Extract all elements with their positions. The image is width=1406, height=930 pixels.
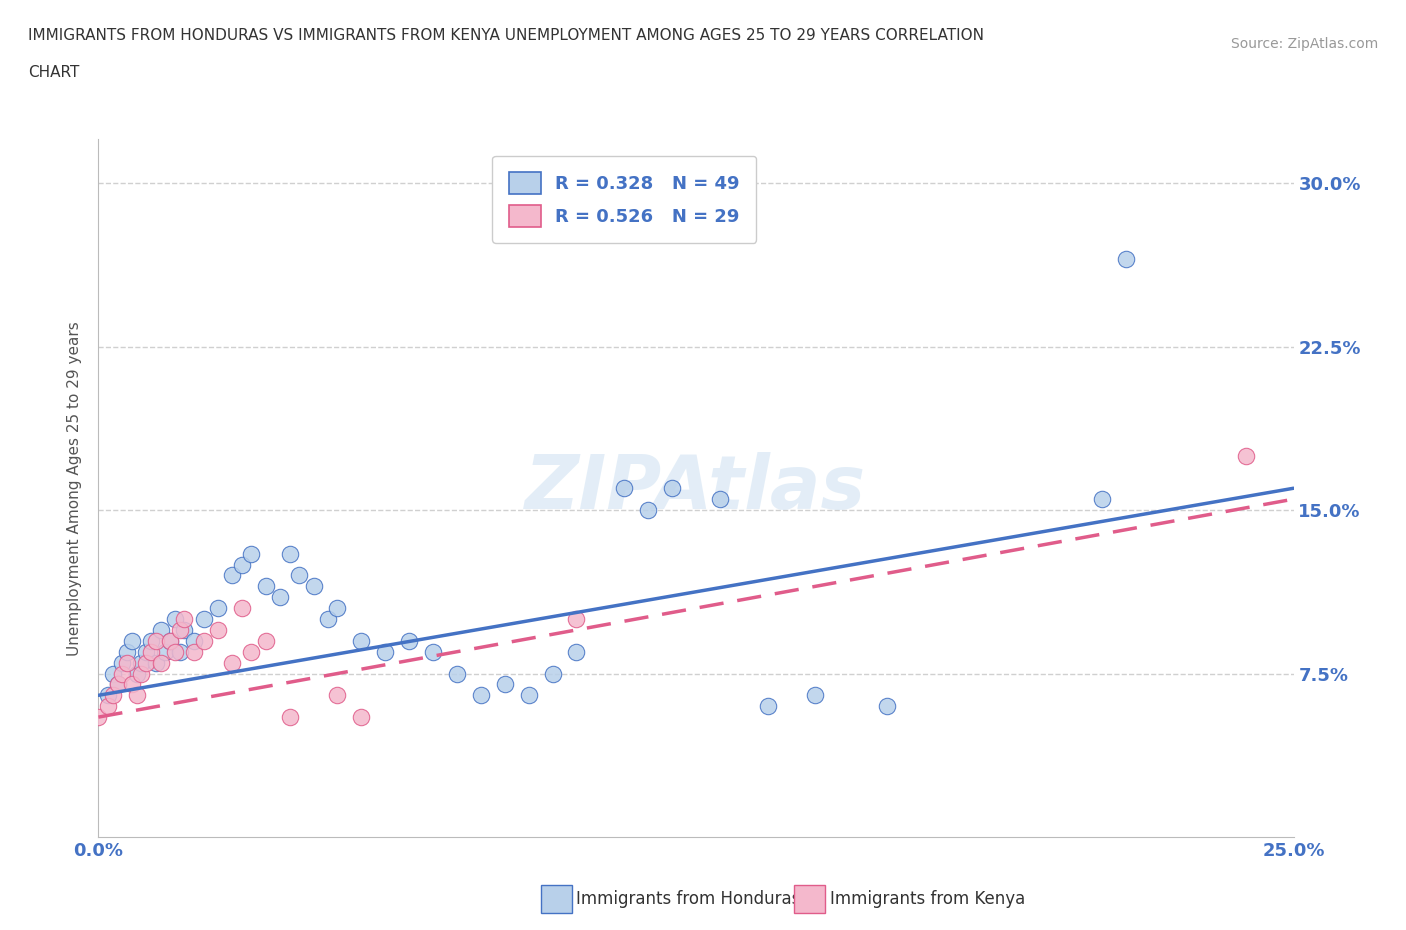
Point	[125, 666, 148, 681]
Point	[254, 633, 277, 648]
Point	[193, 612, 215, 627]
Point	[97, 688, 120, 703]
Point	[111, 656, 134, 671]
Point	[1234, 448, 1257, 463]
Point	[565, 644, 588, 659]
Point	[107, 677, 129, 692]
Point	[139, 644, 162, 659]
Point	[111, 666, 134, 681]
Point	[661, 481, 683, 496]
Text: Immigrants from Honduras: Immigrants from Honduras	[576, 890, 801, 909]
Point	[709, 492, 731, 507]
Point	[269, 590, 291, 604]
Point	[326, 601, 349, 616]
Point	[121, 633, 143, 648]
Point	[193, 633, 215, 648]
Point	[876, 698, 898, 713]
Point	[135, 644, 157, 659]
Point	[302, 578, 325, 593]
Point	[149, 656, 172, 671]
Point	[422, 644, 444, 659]
Point	[221, 568, 243, 583]
Point	[169, 644, 191, 659]
Point	[149, 622, 172, 637]
Point	[115, 644, 138, 659]
Point	[316, 612, 339, 627]
Point	[278, 546, 301, 561]
Point	[135, 656, 157, 671]
Point	[470, 688, 492, 703]
Point	[107, 677, 129, 692]
Point	[1091, 492, 1114, 507]
Point	[221, 656, 243, 671]
Point	[163, 644, 186, 659]
Point	[183, 644, 205, 659]
Point	[87, 710, 110, 724]
Point	[541, 666, 564, 681]
Point	[159, 633, 181, 648]
Point	[159, 633, 181, 648]
Point	[207, 622, 229, 637]
Point	[101, 666, 124, 681]
Point	[288, 568, 311, 583]
Point	[145, 656, 167, 671]
Point	[231, 557, 253, 572]
Text: Source: ZipAtlas.com: Source: ZipAtlas.com	[1230, 37, 1378, 51]
Point	[637, 502, 659, 517]
Point	[398, 633, 420, 648]
Point	[565, 612, 588, 627]
Point	[163, 612, 186, 627]
Text: CHART: CHART	[28, 65, 80, 80]
Point	[115, 656, 138, 671]
Point	[231, 601, 253, 616]
Point	[97, 698, 120, 713]
Point	[207, 601, 229, 616]
Point	[804, 688, 827, 703]
Text: ZIPAtlas: ZIPAtlas	[526, 452, 866, 525]
Point	[155, 644, 177, 659]
Point	[494, 677, 516, 692]
Point	[517, 688, 540, 703]
Point	[125, 688, 148, 703]
Point	[613, 481, 636, 496]
Point	[1115, 252, 1137, 267]
Point	[183, 633, 205, 648]
Point	[173, 612, 195, 627]
Point	[278, 710, 301, 724]
Point	[131, 656, 153, 671]
Point	[374, 644, 396, 659]
Legend: R = 0.328   N = 49, R = 0.526   N = 29: R = 0.328 N = 49, R = 0.526 N = 29	[492, 155, 756, 243]
Point	[240, 546, 263, 561]
Y-axis label: Unemployment Among Ages 25 to 29 years: Unemployment Among Ages 25 to 29 years	[67, 321, 83, 656]
Point	[326, 688, 349, 703]
Text: IMMIGRANTS FROM HONDURAS VS IMMIGRANTS FROM KENYA UNEMPLOYMENT AMONG AGES 25 TO : IMMIGRANTS FROM HONDURAS VS IMMIGRANTS F…	[28, 28, 984, 43]
Point	[446, 666, 468, 681]
Point	[173, 622, 195, 637]
Point	[139, 633, 162, 648]
Point	[131, 666, 153, 681]
Text: Immigrants from Kenya: Immigrants from Kenya	[830, 890, 1025, 909]
Point	[254, 578, 277, 593]
Point	[145, 633, 167, 648]
Point	[169, 622, 191, 637]
Point	[756, 698, 779, 713]
Point	[350, 710, 373, 724]
Point	[350, 633, 373, 648]
Point	[240, 644, 263, 659]
Point	[121, 677, 143, 692]
Point	[101, 688, 124, 703]
